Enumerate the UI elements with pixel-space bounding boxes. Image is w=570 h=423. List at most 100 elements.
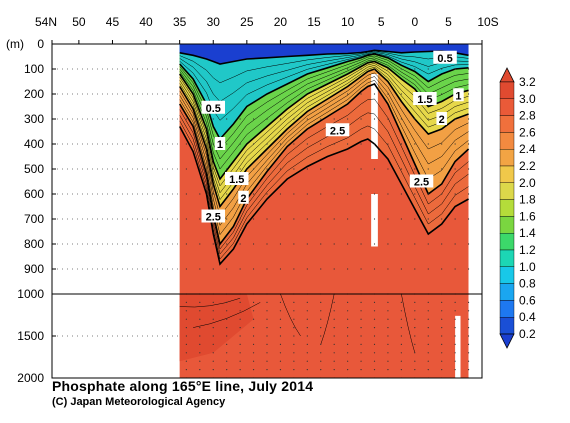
contour-minor: [179, 120, 469, 260]
sample-dot: [333, 218, 335, 220]
sample-dot: [427, 268, 429, 270]
sample-dot: [333, 327, 335, 329]
sample-dot: [252, 318, 255, 320]
missing-data-gap: [371, 74, 378, 159]
sample-dot: [239, 218, 241, 220]
y-tick-label: 300: [24, 112, 44, 126]
sample-dot: [414, 118, 416, 120]
sample-dot: [226, 360, 228, 362]
sample-dot: [320, 360, 322, 362]
sample-dot: [212, 327, 214, 329]
sample-dot: [373, 352, 376, 354]
sample-dot: [333, 268, 335, 270]
sample-dot: [212, 143, 214, 145]
sample-dot: [306, 218, 308, 220]
contour-label: 2.5: [414, 177, 429, 189]
sample-dot: [360, 168, 362, 170]
colorbar-tick-label: 1.6: [519, 209, 536, 223]
sample-dot: [441, 318, 443, 320]
sample-dot: [333, 318, 335, 320]
sample-dot: [185, 335, 187, 337]
sample-dot: [185, 143, 187, 145]
sample-dot: [185, 352, 187, 354]
sample-dot: [279, 343, 282, 345]
contour-label-bg: [453, 88, 464, 102]
sample-dot: [333, 369, 335, 371]
sample-dot: [427, 310, 429, 312]
y-tick-label: 1500: [17, 329, 44, 343]
colorbar-swatch: [499, 300, 515, 318]
sample-dot: [239, 318, 241, 320]
sample-dot: [252, 193, 255, 195]
sample-dot: [414, 327, 416, 329]
sample-dot: [400, 318, 402, 320]
x-tick-label: 35: [173, 15, 187, 29]
sample-dot: [293, 360, 295, 362]
contour-d20: [179, 68, 469, 209]
sample-dot: [387, 327, 389, 329]
contour-minor: [179, 72, 469, 217]
sample-dot: [306, 268, 308, 270]
sample-dot: [279, 310, 282, 312]
sample-dot: [266, 118, 268, 120]
sample-dot: [373, 143, 376, 145]
contour-label-bg: [409, 174, 434, 188]
sample-dot: [387, 369, 389, 371]
sample-dot: [414, 360, 416, 362]
sample-dot: [279, 327, 282, 329]
sample-dot: [320, 301, 322, 303]
sample-dot: [454, 168, 456, 170]
sample-dot: [467, 343, 470, 345]
colorbar-tick-label: 2.8: [519, 109, 536, 123]
sample-dot: [252, 335, 255, 337]
contour-minor-deep: [193, 302, 261, 328]
sample-dot: [199, 301, 201, 303]
sample-dot: [306, 343, 308, 345]
y-tick-label: 100: [24, 62, 44, 76]
sample-dot: [320, 310, 322, 312]
sample-dot: [360, 218, 362, 220]
sample-dot: [373, 335, 376, 337]
sample-dot: [266, 168, 268, 170]
sample-dot: [427, 318, 429, 320]
sample-dot: [441, 218, 443, 220]
sample-dot: [266, 327, 268, 329]
sample-dot: [414, 310, 416, 312]
sample-dot: [252, 369, 255, 371]
colorbar-max-arrow: [499, 67, 515, 83]
contour-label-bg: [225, 172, 249, 185]
sample-dot: [239, 360, 241, 362]
sample-dot: [360, 360, 362, 362]
sample-dot: [414, 218, 416, 220]
sample-dot: [360, 318, 362, 320]
sample-dot: [454, 327, 456, 329]
contour-minor-deep: [280, 293, 301, 337]
sample-dot: [347, 301, 349, 303]
sample-dot: [306, 243, 308, 245]
sample-dot: [320, 327, 322, 329]
sample-dot: [441, 93, 443, 95]
sample-dot: [226, 310, 228, 312]
contour-label: 0.5: [206, 103, 221, 115]
sample-dot: [414, 68, 416, 70]
sample-dot: [252, 118, 255, 120]
sample-dot: [387, 218, 389, 220]
sample-dot: [360, 243, 362, 245]
sample-dot: [279, 335, 282, 337]
colorbar-swatch: [499, 199, 515, 217]
sample-dot: [347, 118, 349, 120]
sample-dot: [306, 310, 308, 312]
sample-dot: [239, 168, 241, 170]
sample-dot: [266, 352, 268, 354]
sample-dot: [279, 193, 282, 195]
sample-dot: [441, 193, 443, 195]
sample-dot: [239, 369, 241, 371]
sample-dot: [199, 243, 201, 245]
sample-dot: [400, 343, 402, 345]
contour-label-bg: [413, 92, 437, 105]
sample-dot: [252, 352, 255, 354]
sample-dot: [427, 218, 429, 220]
sample-dot: [306, 335, 308, 337]
sample-dot: [252, 268, 255, 270]
sample-dot: [306, 301, 308, 303]
